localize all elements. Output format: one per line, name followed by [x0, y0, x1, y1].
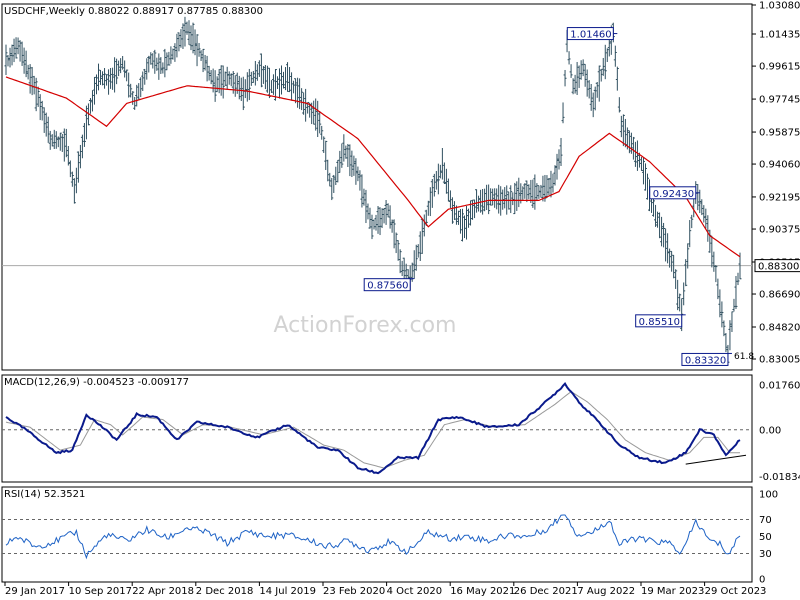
- x-tick-label: 29 Oct 2023: [705, 586, 767, 597]
- price-y-tick-label: 0.83005: [759, 355, 800, 366]
- x-tick-label: 14 Jul 2019: [259, 586, 316, 597]
- x-tick-label: 7 Aug 2022: [577, 586, 635, 597]
- x-tick-label: 16 May 2021: [450, 586, 515, 597]
- rsi-y-tick-label: 100: [759, 490, 778, 501]
- rsi-y-tick-label: 0: [759, 575, 765, 586]
- macd-trendline: [685, 454, 747, 465]
- swing-label: 0.85510: [639, 317, 680, 328]
- fib-label: 61.8: [734, 352, 754, 362]
- macd-line: [5, 382, 741, 475]
- swing-label-box: [635, 314, 683, 328]
- price-y-tick-label: 0.90375: [759, 225, 800, 236]
- swing-label: 0.87560: [367, 281, 408, 292]
- swing-label: 0.83320: [685, 355, 726, 366]
- price-y-tick-label: 0.95875: [759, 128, 800, 139]
- price-y-tick-label: 0.99615: [759, 62, 800, 73]
- x-tick-label: 2 Dec 2018: [196, 586, 254, 597]
- watermark: ActionForex.com: [274, 313, 457, 338]
- macd-y-tick-label: 0.017603: [759, 380, 800, 391]
- price-y-tick-label: 0.94060: [759, 160, 800, 171]
- rsi-y-tick-label: 50: [759, 532, 772, 543]
- macd-signal-line: [5, 390, 740, 469]
- rsi-y-tick-label: 30: [759, 549, 772, 560]
- macd-panel-frame: [1, 374, 753, 483]
- rsi-title: RSI(14) 52.3521: [4, 489, 85, 500]
- x-tick-label: 23 Feb 2020: [323, 586, 385, 597]
- x-tick-label: 22 Apr 2018: [132, 586, 194, 597]
- price-y-tick-label: 0.92195: [759, 192, 800, 203]
- moving-average-line: [5, 76, 741, 258]
- x-tick-label: 26 Dec 2021: [514, 586, 578, 597]
- rsi-panel-frame: [1, 486, 753, 583]
- swing-label: 0.92430: [653, 189, 694, 200]
- price-y-tick-label: 0.86690: [759, 290, 800, 301]
- x-tick-label: 19 Mar 2023: [641, 586, 704, 597]
- macd-y-tick-label: -0.01834: [759, 472, 800, 483]
- swing-label-box: [681, 352, 729, 366]
- swing-label-box: [363, 278, 411, 292]
- macd-title: MACD(12,26,9) -0.004523 -0.009177: [4, 377, 189, 388]
- swing-label: 1.01460: [570, 30, 611, 41]
- x-tick-label: 29 Jan 2017: [5, 586, 65, 597]
- price-title: USDCHF,Weekly 0.88022 0.88917 0.87785 0.…: [4, 6, 263, 17]
- macd-y-tick-label: 0.00: [759, 425, 781, 436]
- price-y-tick-label: 1.03080: [759, 1, 800, 12]
- rsi-y-tick-label: 70: [759, 515, 772, 526]
- x-tick-label: 10 Sep 2017: [69, 586, 132, 597]
- price-y-tick-label: 0.97745: [759, 95, 800, 106]
- rsi-line: [5, 514, 741, 560]
- current-price-label: 0.88300: [758, 262, 799, 273]
- price-y-tick-label: 0.84820: [759, 322, 800, 333]
- current-price-marker: [754, 259, 800, 273]
- x-tick-label: 4 Oct 2020: [387, 586, 442, 597]
- price-panel-frame: [1, 3, 753, 371]
- price-y-tick-label: 1.01435: [759, 30, 800, 41]
